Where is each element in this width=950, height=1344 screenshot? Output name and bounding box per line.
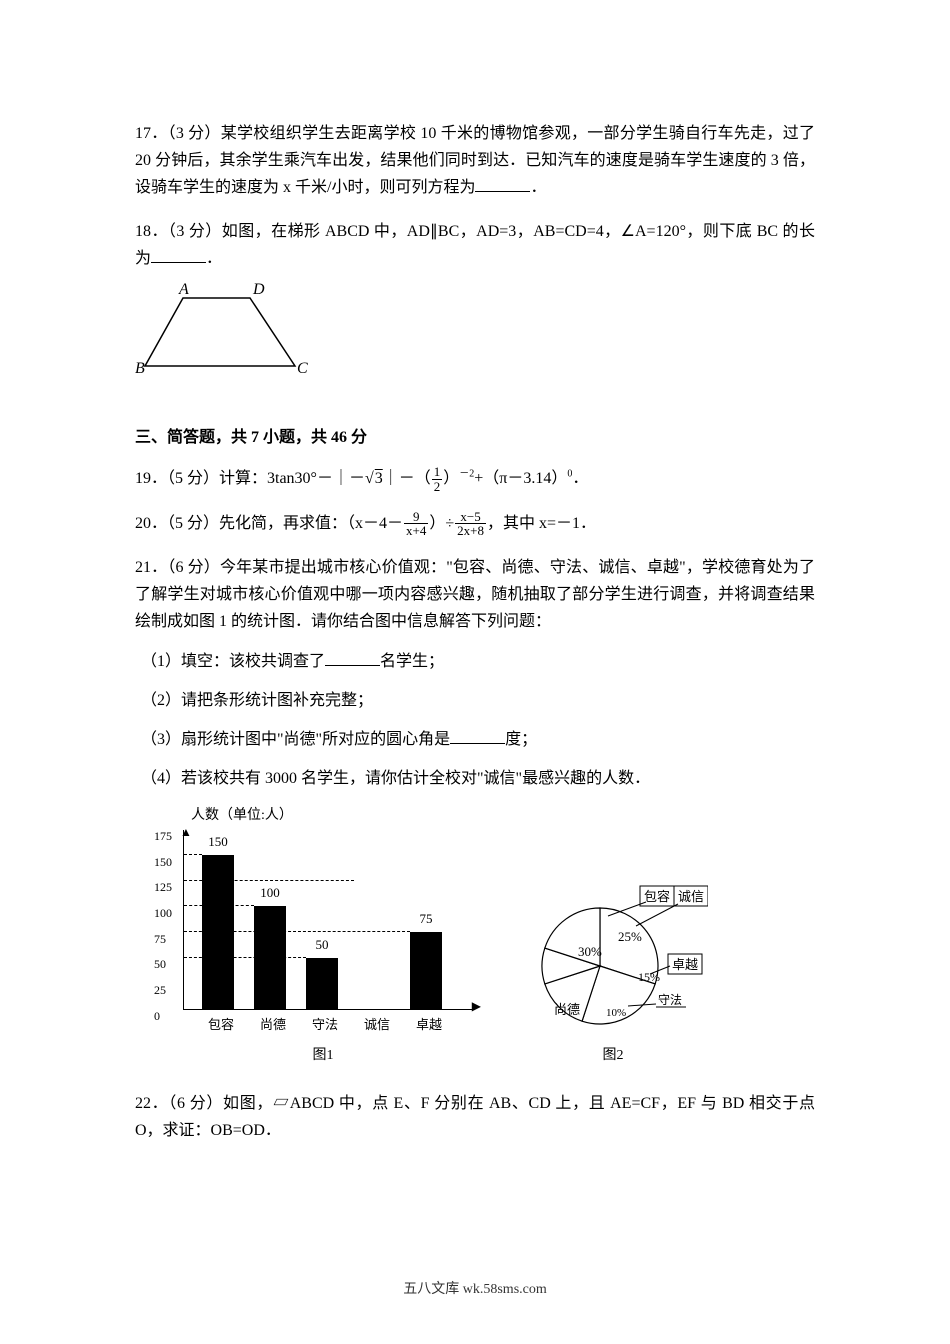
bar-value-label: 100 <box>250 882 290 904</box>
q21-sub2: （2）请把条形统计图补充完整； <box>141 687 815 714</box>
q21-intro: 21．（6 分）今年某市提出城市核心价值观："包容、尚德、守法、诚信、卓越"，学… <box>135 554 815 636</box>
q20-mid: ）÷ <box>429 515 454 532</box>
q20-suffix: ，其中 x=－1． <box>487 515 596 532</box>
q21-sub4: （4）若该校共有 3000 名学生，请你估计全校对"诚信"最感兴趣的人数． <box>141 765 815 792</box>
pie-leader-line <box>636 904 678 926</box>
q22-text: 22．（6 分）如图，▱ABCD 中，点 E、F 分别在 AB、CD 上，且 A… <box>135 1090 815 1144</box>
q20-frac1: 9x+4 <box>404 510 428 538</box>
bar-chart-ytick: 125 <box>154 877 172 897</box>
pie-label: 诚信 <box>678 889 704 904</box>
q18-text: 18．（3 分）如图，在梯形 ABCD 中，AD∥BC，AD=3，AB=CD=4… <box>135 223 815 267</box>
bar-chart-ytick: 75 <box>154 929 166 949</box>
pie-chart-caption: 图2 <box>513 1044 713 1068</box>
bar-chart-title: 人数（单位:人） <box>191 804 473 828</box>
question-18: 18．（3 分）如图，在梯形 ABCD 中，AD∥BC，AD=3，AB=CD=4… <box>135 218 815 390</box>
pie-label: 25% <box>618 929 642 944</box>
question-19: 19．（5 分）计算：3tan30°－｜－√3｜－（12）－2+（π－3.14）… <box>135 465 815 493</box>
bar-chart: 人数（单位:人） ▲ ▶ 025507510012515017515010050… <box>173 804 473 1068</box>
bar <box>410 932 442 1009</box>
bar-chart-xlabel: 诚信 <box>351 1014 403 1036</box>
q19-sqrt: 3 <box>374 470 383 487</box>
pie-label: 守法 <box>658 993 682 1007</box>
bar-chart-ytick: 0 <box>154 1006 160 1026</box>
svg-text:C: C <box>297 360 308 377</box>
question-20: 20．（5 分）先化简，再求值：（x－4－9x+4）÷x−52x+8，其中 x=… <box>135 510 815 538</box>
q18-blank <box>151 247 206 263</box>
bar-value-label: 75 <box>406 908 446 930</box>
q21-s3a: （3）扇形统计图中"尚德"所对应的圆心角是 <box>141 731 450 748</box>
q19-exp1-power: －2 <box>459 469 474 480</box>
y-axis-arrow-icon: ▲ <box>180 822 192 842</box>
bar-chart-ytick: 25 <box>154 980 166 1000</box>
section-3-title: 三、简答题，共 7 小题，共 46 分 <box>135 423 815 447</box>
bar-chart-ytick: 100 <box>154 903 172 923</box>
bar-chart-ytick: 50 <box>154 955 166 975</box>
x-axis-arrow-icon: ▶ <box>472 996 481 1016</box>
q20-prefix: 20．（5 分）先化简，再求值：（x－4－ <box>135 515 403 532</box>
q21-s3-blank <box>450 728 505 744</box>
q19-exp1-suffix: ） <box>443 470 459 487</box>
pie-label: 10% <box>606 1007 626 1019</box>
bar <box>202 855 234 1009</box>
bar <box>254 906 286 1009</box>
q21-s1-blank <box>325 650 380 666</box>
q19-mid2: +（π－3.14） <box>474 470 567 487</box>
bar-chart-xlabel: 尚德 <box>247 1014 299 1036</box>
bar-level-line <box>184 957 306 958</box>
bar-chart-xlabel: 包容 <box>195 1014 247 1036</box>
q19-mid1: ｜－（ <box>383 470 431 487</box>
bar-value-label: 150 <box>198 831 238 853</box>
bar-chart-xlabel: 守法 <box>299 1014 351 1036</box>
bar-chart-ytick: 175 <box>154 826 172 846</box>
bar-value-label: 50 <box>302 934 342 956</box>
pie-label: 卓越 <box>672 957 698 972</box>
q21-s1a: （1）填空：该校共调查了 <box>141 653 325 670</box>
pie-label: 30% <box>578 944 602 959</box>
question-17: 17．（3 分）某学校组织学生去距离学校 10 千米的博物馆参观，一部分学生骑自… <box>135 120 815 202</box>
bar-chart-caption: 图1 <box>173 1044 473 1068</box>
q20-frac2: x−52x+8 <box>455 510 486 538</box>
q17-blank <box>475 176 530 192</box>
bar-chart-ytick: 150 <box>154 852 172 872</box>
pie-leader-line <box>608 902 646 916</box>
pie-label: 包容 <box>644 889 670 904</box>
svg-text:D: D <box>252 281 265 298</box>
svg-text:B: B <box>135 360 145 377</box>
bar-chart-area: ▲ ▶ 02550751001251501751501005075 <box>183 830 473 1010</box>
svg-text:A: A <box>178 281 189 298</box>
bar-level-line <box>184 905 254 906</box>
q21-s3b: 度； <box>505 731 537 748</box>
q19-suffix: ． <box>572 470 588 487</box>
charts-row: 人数（单位:人） ▲ ▶ 025507510012515017515010050… <box>173 804 815 1068</box>
page-footer: 五八文库 wk.58sms.com <box>0 1278 950 1298</box>
q19-frac1: 12 <box>432 465 443 493</box>
pie-label: 15% <box>638 970 660 984</box>
pie-chart: 30% 25% 15% 10% 包容诚信卓越守法尚德 图2 <box>513 876 713 1068</box>
bar <box>306 958 338 1009</box>
q21-sub1: （1）填空：该校共调查了 名学生； <box>141 648 815 675</box>
question-22: 22．（6 分）如图，▱ABCD 中，点 E、F 分别在 AB、CD 上，且 A… <box>135 1090 815 1144</box>
q18-suffix: ． <box>206 250 222 267</box>
question-21: 21．（6 分）今年某市提出城市核心价值观："包容、尚德、守法、诚信、卓越"，学… <box>135 554 815 1068</box>
bar-level-line <box>184 854 202 855</box>
pie-label: 尚德 <box>554 1002 580 1017</box>
q19-prefix: 19．（5 分）计算：3tan30°－｜－ <box>135 470 365 487</box>
bar-chart-xlabels: 包容尚德守法诚信卓越 <box>183 1014 473 1036</box>
pie-chart-svg: 30% 25% 15% 10% 包容诚信卓越守法尚德 <box>518 876 708 1036</box>
bar-chart-xlabel: 卓越 <box>403 1014 455 1036</box>
q17-suffix: ． <box>530 179 546 196</box>
trapezoid-figure: A D B C <box>135 280 815 389</box>
q21-s1b: 名学生； <box>380 653 444 670</box>
q21-sub3: （3）扇形统计图中"尚德"所对应的圆心角是 度； <box>141 726 815 753</box>
bar-level-line <box>184 931 410 932</box>
